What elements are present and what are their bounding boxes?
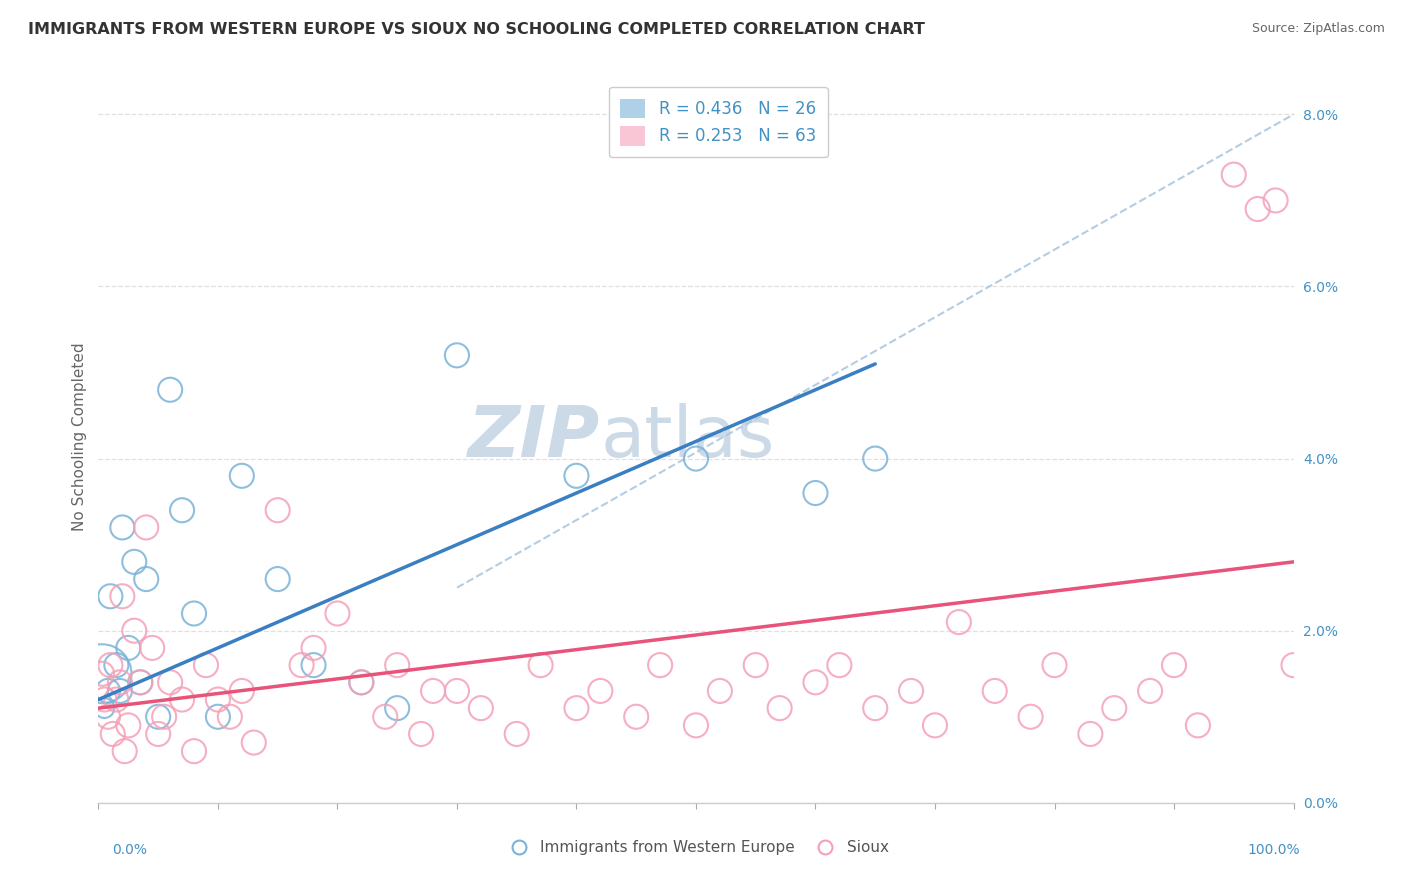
Text: IMMIGRANTS FROM WESTERN EUROPE VS SIOUX NO SCHOOLING COMPLETED CORRELATION CHART: IMMIGRANTS FROM WESTERN EUROPE VS SIOUX … [28,22,925,37]
Point [124,555,146,569]
Point [207,710,229,724]
Point [865,701,887,715]
Text: Source: ZipAtlas.com: Source: ZipAtlas.com [1251,22,1385,36]
Point [900,684,922,698]
Point [172,692,194,706]
Point [267,503,290,517]
Point [153,710,176,724]
Point [385,658,409,673]
Point [207,692,229,706]
Point [924,718,946,732]
Point [302,658,325,673]
Point [101,727,124,741]
Point [159,383,181,397]
Point [828,658,851,673]
Point [183,607,205,621]
Point [108,675,131,690]
Point [685,718,707,732]
Point [117,718,139,732]
Point [650,658,672,673]
Point [565,468,588,483]
Point [948,615,970,629]
Point [111,520,134,534]
Point [1187,718,1209,732]
Point [243,735,266,749]
Point [111,589,134,603]
Point [183,744,205,758]
Point [374,710,396,724]
Point [385,701,409,715]
Point [148,710,170,724]
Point [291,658,314,673]
Point [709,684,731,698]
Point [411,727,433,741]
Point [1043,658,1066,673]
Point [141,640,163,655]
Point [350,675,373,690]
Point [745,658,768,673]
Point [231,468,253,483]
Point [97,710,120,724]
Point [1163,658,1185,673]
Point [117,640,139,655]
Point [1223,168,1246,182]
Point [124,624,146,638]
Point [91,666,114,681]
Point [148,727,170,741]
Point [984,684,1007,698]
Point [1139,684,1161,698]
Point [105,658,128,673]
Point [159,675,181,690]
Point [135,520,157,534]
Y-axis label: No Schooling Completed: No Schooling Completed [72,343,87,532]
Point [302,640,325,655]
Point [470,701,492,715]
Point [350,675,373,690]
Text: 100.0%: 100.0% [1249,843,1301,857]
Point [129,675,152,690]
Point [195,658,218,673]
Legend: Immigrants from Western Europe, Sioux: Immigrants from Western Europe, Sioux [498,834,894,861]
Point [98,589,122,603]
Point [804,486,827,500]
Text: 0.0%: 0.0% [112,843,148,857]
Point [506,727,529,741]
Point [105,692,128,706]
Point [91,666,114,681]
Point [267,572,290,586]
Point [93,692,115,706]
Point [446,348,468,362]
Text: atlas: atlas [600,402,775,472]
Point [1247,202,1270,216]
Point [326,607,349,621]
Point [769,701,792,715]
Point [1282,658,1305,673]
Point [98,658,122,673]
Point [446,684,468,698]
Point [589,684,612,698]
Point [530,658,553,673]
Point [129,675,152,690]
Point [1264,194,1286,208]
Point [219,710,242,724]
Point [108,684,131,698]
Point [685,451,707,466]
Point [626,710,648,724]
Point [97,684,120,698]
Point [422,684,444,698]
Point [172,503,194,517]
Point [565,701,588,715]
Text: ZIP: ZIP [468,402,600,472]
Point [804,675,827,690]
Point [93,701,115,715]
Point [865,451,887,466]
Point [114,744,136,758]
Point [1080,727,1102,741]
Point [1104,701,1126,715]
Point [1019,710,1042,724]
Point [231,684,253,698]
Point [135,572,157,586]
